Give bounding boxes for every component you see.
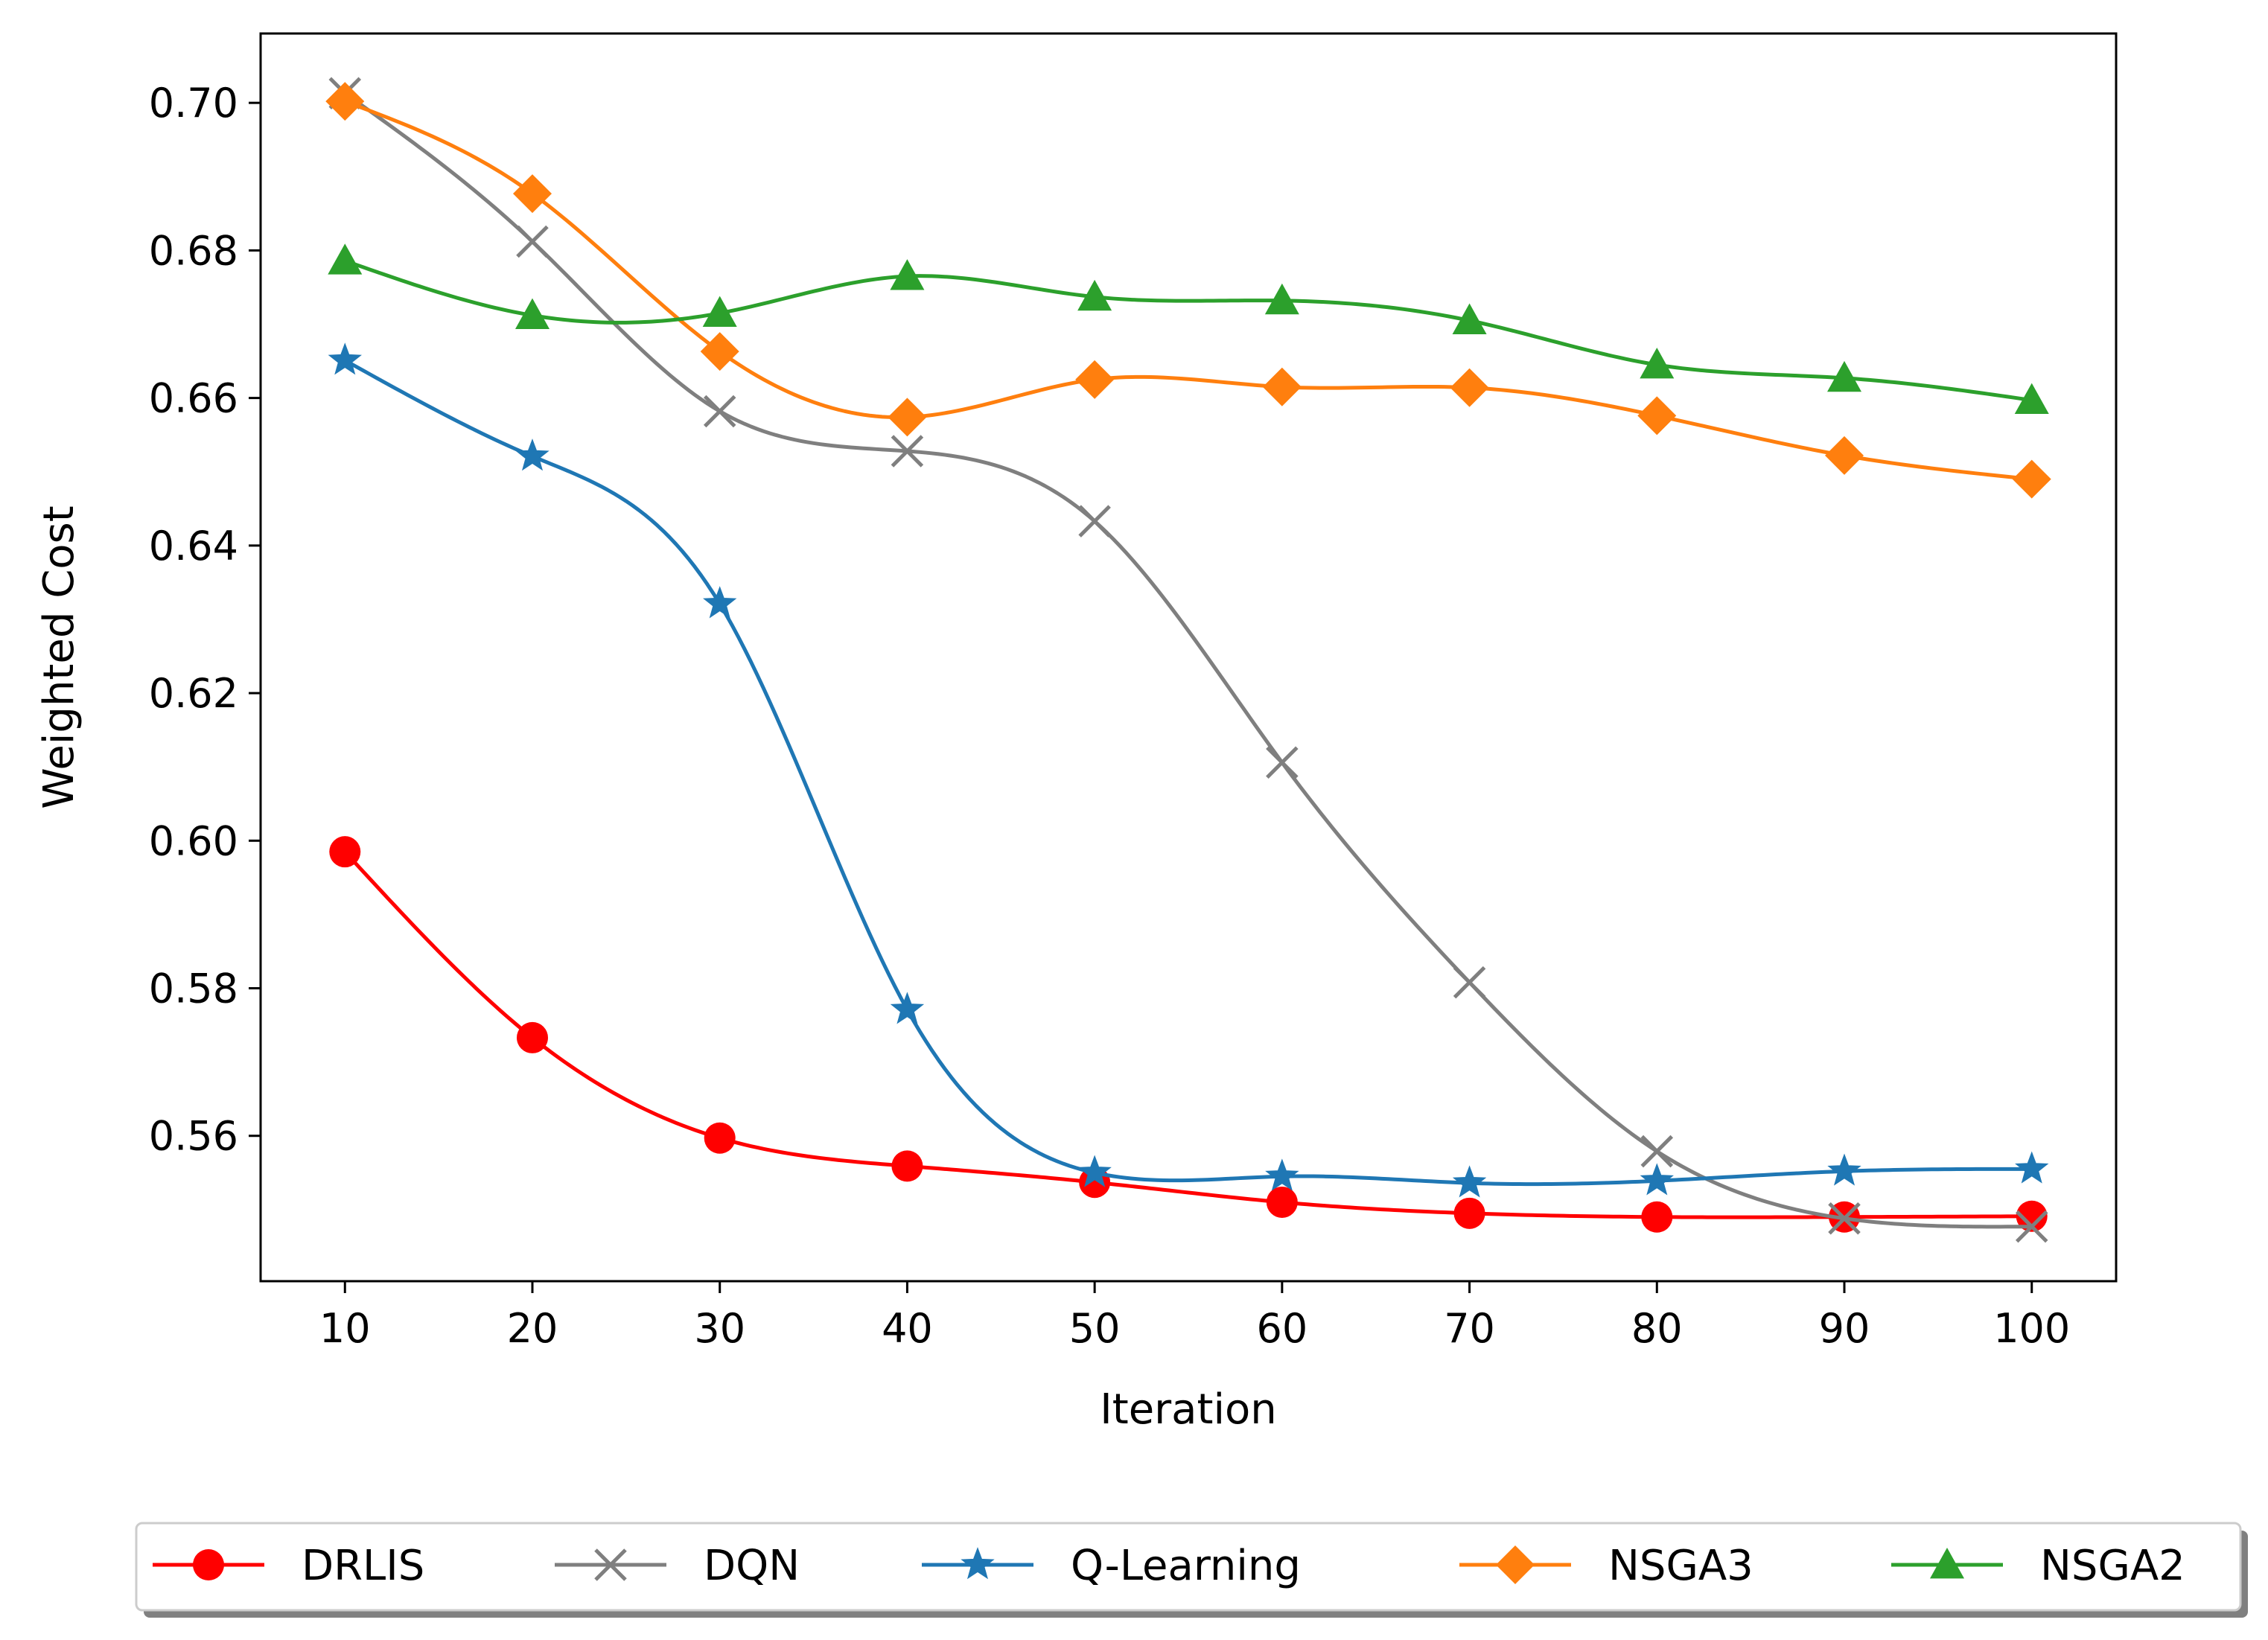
data-point-nsga2	[1452, 303, 1487, 334]
data-point-nsga3	[1450, 368, 1489, 407]
data-point-nsga3	[1075, 360, 1115, 399]
x-tick-label: 70	[1444, 1305, 1495, 1352]
data-point-q-learning	[703, 586, 737, 619]
legend-entry-nsga2: NSGA2	[1891, 1542, 2185, 1590]
y-tick-label: 0.68	[149, 227, 238, 274]
data-point-q-learning	[1077, 1155, 1112, 1187]
data-point-nsga2	[1827, 360, 1862, 392]
x-axis-title: Iteration	[1100, 1385, 1277, 1434]
x-axis: 10 20 30 40 50 60 70 80 90 100	[319, 1281, 2070, 1352]
legend-entry-nsga3: NSGA3	[1459, 1542, 1753, 1590]
x-tick-label: 100	[1993, 1305, 2070, 1352]
y-tick-label: 0.64	[149, 523, 238, 569]
data-point-q-learning	[515, 438, 550, 471]
legend: DRLIS DQN Q-Learning NSGA3 NSGA2	[135, 1522, 2248, 1618]
data-point-drlis	[891, 1150, 923, 1182]
data-point-dqn	[1828, 1202, 1861, 1235]
data-point-nsga2	[702, 296, 737, 328]
series-line-nsga2	[344, 258, 2033, 403]
data-point-q-learning	[1265, 1158, 1299, 1191]
data-point-dqn	[703, 395, 736, 428]
data-point-dqn	[2015, 1210, 2048, 1243]
data-point-q-learning	[1640, 1163, 1674, 1196]
data-point-drlis	[329, 836, 361, 868]
x-tick-label: 10	[319, 1305, 371, 1352]
legend-box	[135, 1522, 2242, 1612]
legend-entry-drlis: DRLIS	[153, 1542, 424, 1590]
data-point-nsga3	[700, 332, 739, 371]
data-point-drlis	[1453, 1197, 1485, 1229]
data-point-nsga2	[515, 298, 550, 330]
data-point-drlis	[704, 1122, 736, 1154]
data-point-q-learning	[1827, 1153, 1861, 1186]
y-tick-label: 0.56	[149, 1113, 238, 1160]
series-line-drlis	[343, 850, 2032, 1219]
x-tick-label: 40	[882, 1305, 933, 1352]
x-tick-label: 90	[1819, 1305, 1870, 1352]
data-point-q-learning	[890, 992, 925, 1024]
x-tick-label: 80	[1631, 1305, 1683, 1352]
legend-marker-nsga3	[1496, 1545, 1535, 1584]
legend-marker-drlis	[193, 1549, 224, 1580]
data-point-nsga2	[2014, 383, 2049, 414]
legend-label-nsga3: NSGA3	[1608, 1542, 1753, 1590]
legend-label-dqn: DQN	[704, 1542, 800, 1590]
data-point-drlis	[1266, 1186, 1298, 1218]
series-line-nsga3	[344, 99, 2032, 482]
y-tick-label: 0.58	[149, 966, 238, 1012]
legend-entry-q-learning: Q-Learning	[922, 1542, 1301, 1590]
data-point-nsga3	[1262, 367, 1302, 406]
data-point-drlis	[516, 1021, 548, 1053]
x-tick-label: 60	[1256, 1305, 1307, 1352]
data-point-dqn	[516, 225, 549, 258]
data-point-nsga3	[325, 82, 365, 121]
data-point-dqn	[1078, 505, 1111, 537]
data-point-drlis	[2016, 1200, 2048, 1232]
series-nsga3	[325, 82, 2051, 499]
series-nsga2	[328, 243, 2049, 414]
x-tick-label: 50	[1069, 1305, 1121, 1352]
data-point-dqn	[1266, 746, 1299, 779]
data-point-dqn	[1640, 1135, 1674, 1168]
data-point-dqn	[1453, 966, 1486, 999]
legend-marker-nsga2	[1930, 1548, 1964, 1579]
series-q-learning	[328, 342, 2049, 1198]
y-tick-label: 0.70	[149, 80, 238, 127]
data-point-nsga2	[1077, 279, 1112, 311]
data-point-nsga2	[328, 243, 363, 275]
data-point-nsga2	[1264, 283, 1299, 315]
data-point-nsga3	[512, 174, 552, 214]
data-point-nsga3	[888, 398, 927, 437]
data-point-nsga2	[890, 259, 925, 290]
legend-entry-dqn: DQN	[555, 1542, 800, 1590]
data-point-nsga3	[1825, 435, 1864, 475]
data-point-q-learning	[328, 342, 362, 375]
data-point-nsga3	[2012, 459, 2051, 499]
legend-marker-dqn	[594, 1548, 627, 1581]
legend-label-drlis: DRLIS	[302, 1542, 424, 1590]
y-axis: 0.56 0.58 0.60 0.62 0.64 0.66 0.68 0.70	[149, 80, 261, 1160]
y-tick-label: 0.66	[149, 375, 238, 422]
data-point-dqn	[891, 435, 924, 468]
legend-label-q-learning: Q-Learning	[1071, 1542, 1301, 1590]
plot-frame	[259, 32, 2118, 1283]
legend-label-nsga2: NSGA2	[2040, 1542, 2185, 1590]
data-point-nsga3	[1637, 396, 1677, 435]
data-point-drlis	[1641, 1201, 1673, 1233]
series-line-q-learning	[344, 358, 2032, 1187]
y-tick-label: 0.60	[149, 817, 238, 864]
series-layer	[325, 77, 2051, 1243]
data-point-nsga2	[1640, 348, 1675, 379]
x-tick-label: 20	[507, 1305, 558, 1352]
x-tick-label: 30	[694, 1305, 745, 1352]
y-tick-label: 0.62	[149, 670, 238, 717]
data-point-q-learning	[1452, 1165, 1487, 1198]
series-line-dqn	[343, 92, 2032, 1229]
data-point-q-learning	[2015, 1151, 2049, 1184]
y-axis-title: Weighted Cost	[35, 505, 83, 808]
legend-marker-q-learning	[961, 1547, 995, 1580]
legend-items: DRLIS DQN Q-Learning NSGA3 NSGA2	[153, 1542, 2185, 1590]
